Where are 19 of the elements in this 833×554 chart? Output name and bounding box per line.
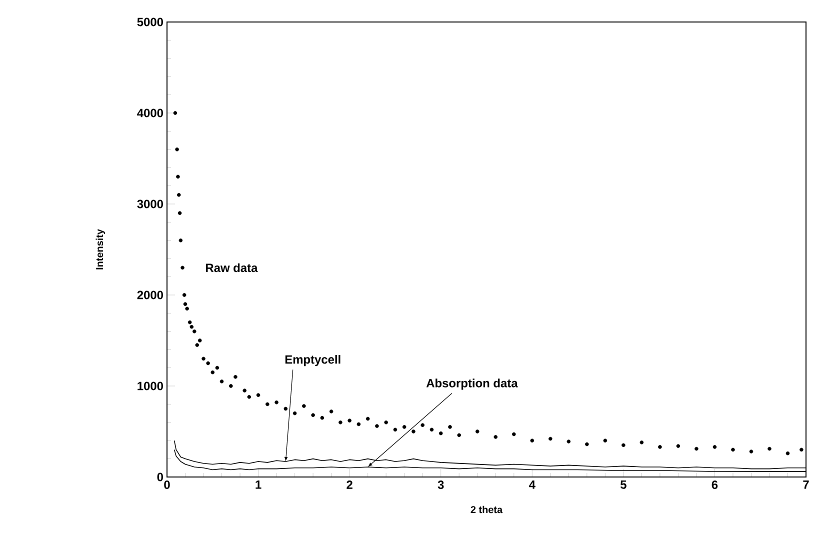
x-tick-label: 1 — [256, 480, 262, 489]
x-tick-label: 2 — [346, 480, 352, 489]
x-tick-label: 0 — [164, 480, 170, 489]
y-tick-label: 4000 — [137, 108, 163, 118]
series-label: Raw data — [206, 263, 258, 272]
y-axis-title: Intensity — [96, 229, 106, 270]
x-tick-label: 6 — [712, 480, 718, 489]
y-tick-label: 5000 — [137, 18, 163, 26]
x-axis-title: 2 theta — [470, 506, 503, 514]
x-tick-label: 4 — [529, 480, 536, 489]
x-tick-label: 3 — [438, 480, 444, 490]
y-tick-label: 3000 — [137, 200, 163, 208]
y-tick-label: 2000 — [137, 290, 163, 300]
x-tick-label: 5 — [620, 480, 626, 489]
x-tick-label: 7 — [803, 480, 809, 489]
y-tick-label: 0 — [157, 472, 163, 482]
y-tick-label: 1000 — [138, 382, 163, 390]
text: Absorption data — [426, 378, 518, 390]
text: Emptycell — [285, 354, 340, 366]
